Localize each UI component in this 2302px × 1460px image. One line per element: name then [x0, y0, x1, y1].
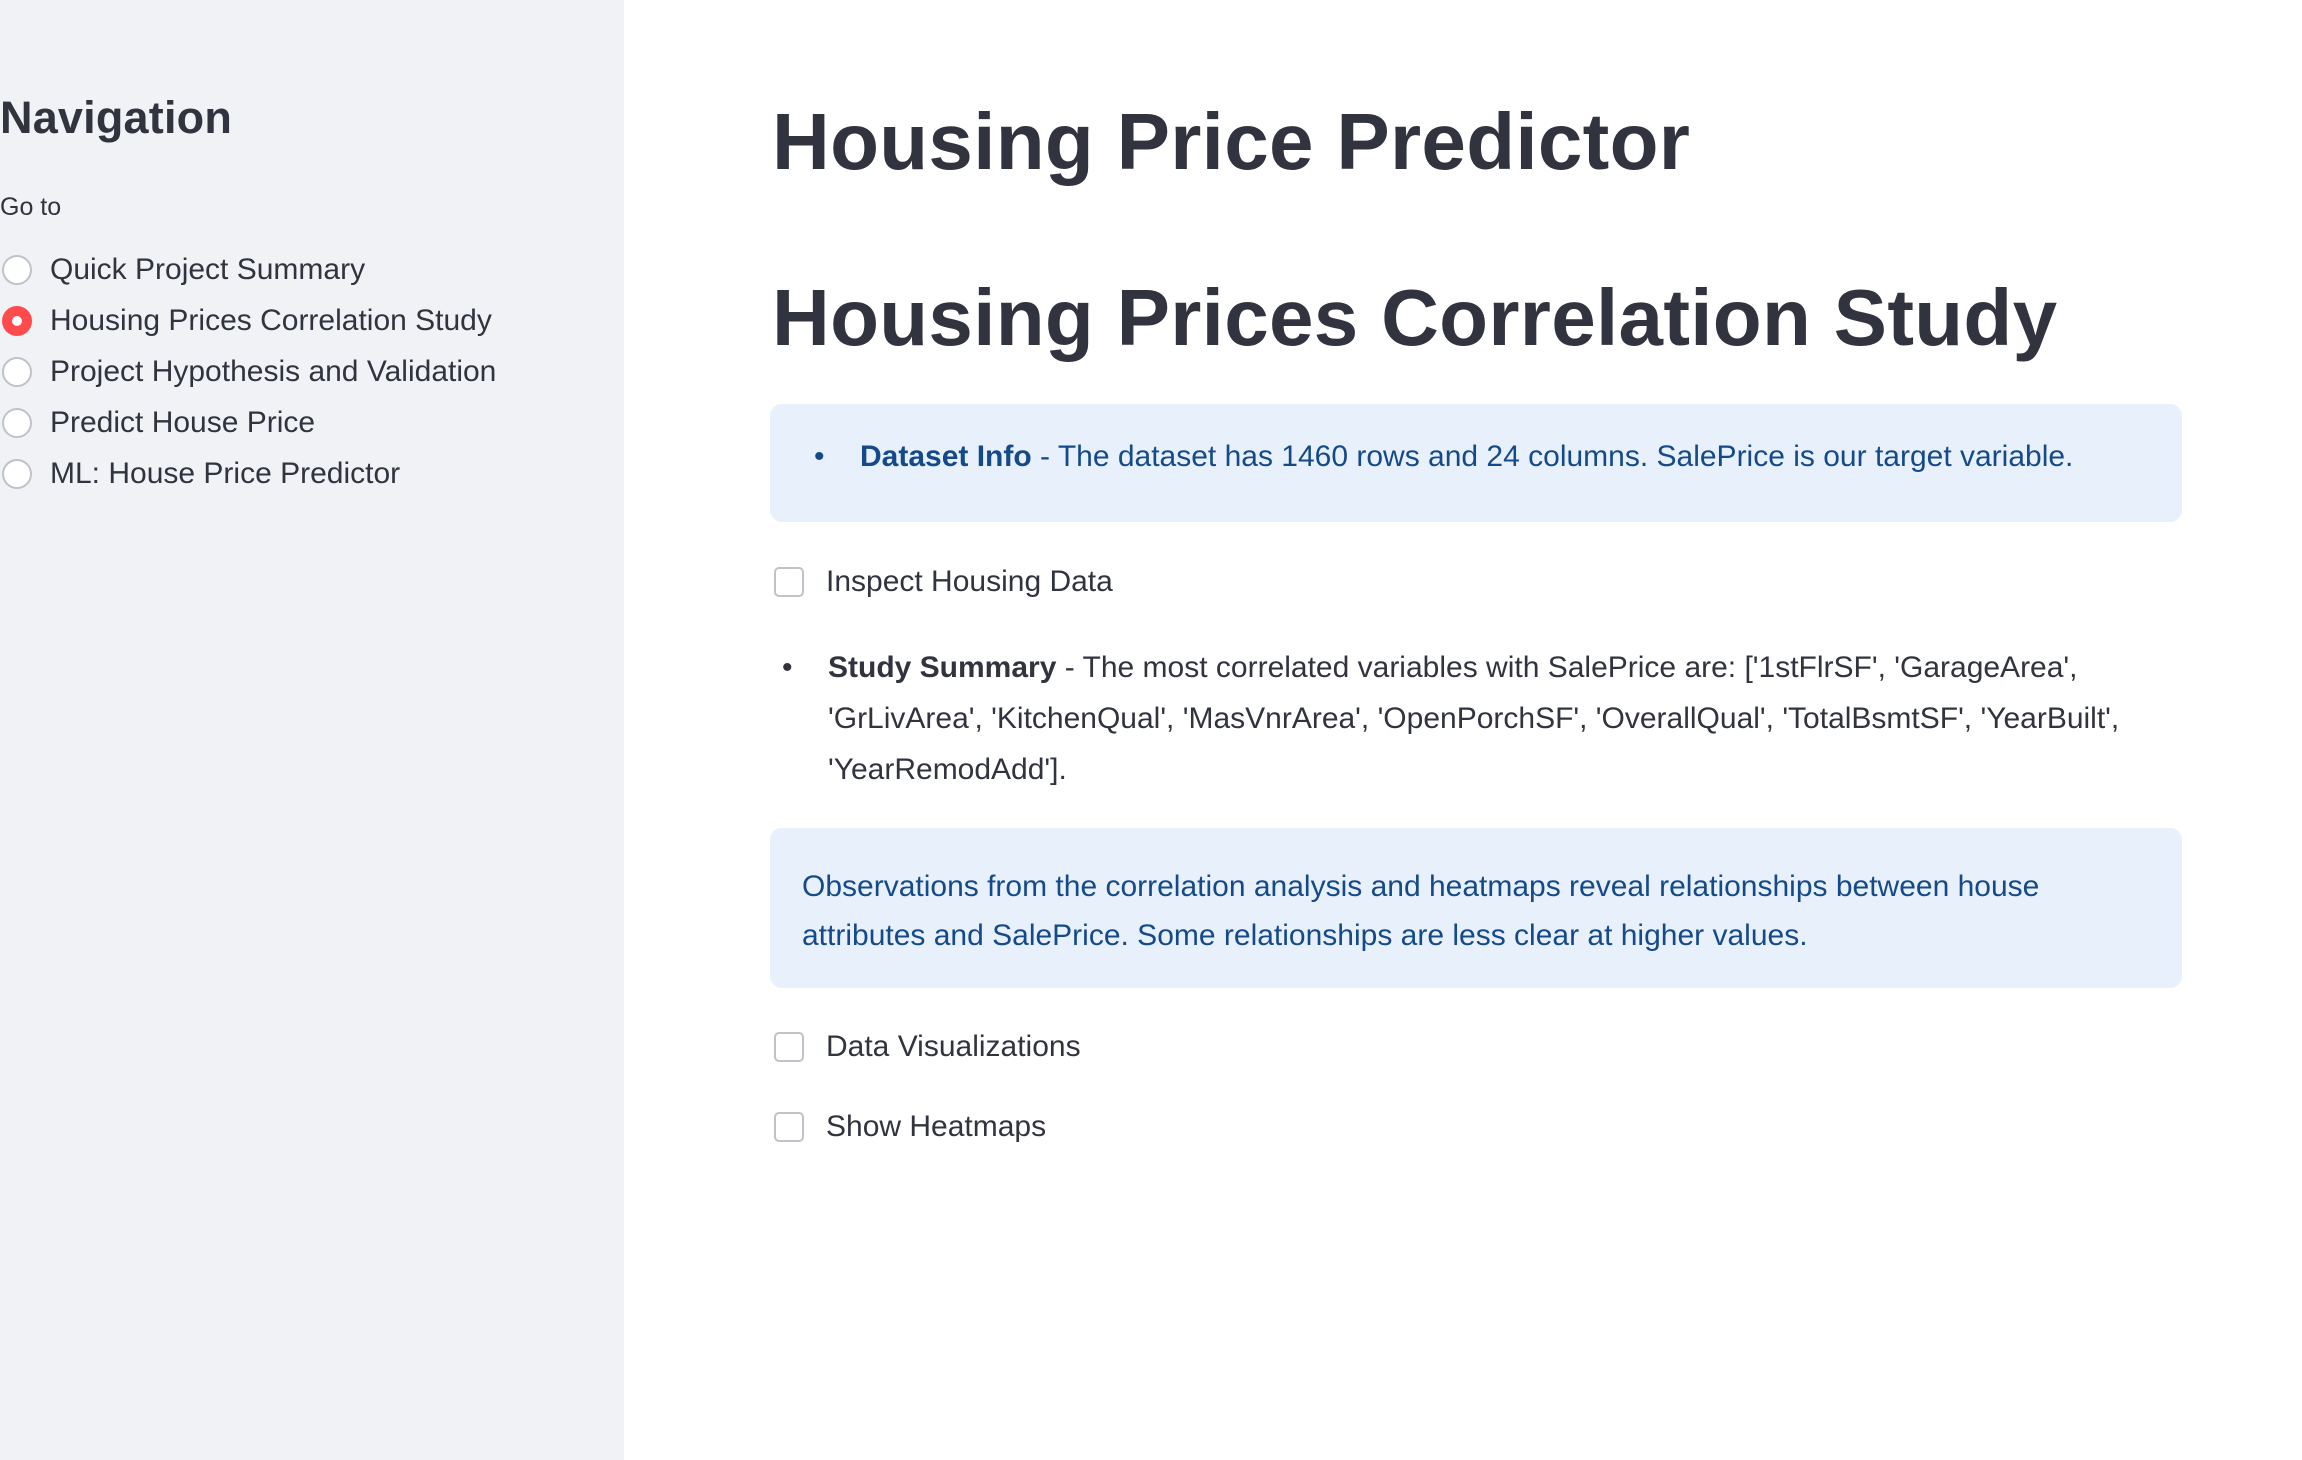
- checkbox-label: Data Visualizations: [826, 1030, 1081, 1063]
- radio-option-label: ML: House Price Predictor: [50, 456, 401, 490]
- checkbox-icon[interactable]: [774, 567, 804, 597]
- radio-option-housing-prices-correlation-study[interactable]: Housing Prices Correlation Study: [0, 295, 496, 346]
- main-content: Housing Price Predictor Housing Prices C…: [624, 0, 2302, 1460]
- checkbox-label: Show Heatmaps: [826, 1110, 1047, 1143]
- dataset-info-box: • Dataset Info - The dataset has 1460 row…: [770, 404, 2182, 522]
- study-summary-text: - The most correlated variables with Sal…: [828, 651, 2120, 786]
- navigation-radio-group: Quick Project Summary Housing Prices Cor…: [0, 244, 496, 499]
- checkbox-label: Inspect Housing Data: [826, 565, 1113, 598]
- sidebar: Navigation Go to Quick Project Summary H…: [0, 0, 624, 1460]
- observations-info-box: Observations from the correlation analys…: [770, 828, 2182, 988]
- show-heatmaps-checkbox[interactable]: Show Heatmaps: [774, 1110, 1046, 1144]
- sidebar-title: Navigation: [0, 92, 233, 143]
- radio-option-project-hypothesis[interactable]: Project Hypothesis and Validation: [0, 346, 496, 397]
- bullet-icon: •: [782, 651, 793, 684]
- page-title: Housing Prices Correlation Study: [772, 273, 2058, 362]
- radio-button-icon[interactable]: [2, 458, 32, 489]
- radio-option-ml-house-price-predictor[interactable]: ML: House Price Predictor: [0, 448, 496, 499]
- dataset-info-label: Dataset Info: [860, 440, 1032, 473]
- inspect-housing-data-checkbox[interactable]: Inspect Housing Data: [774, 565, 1113, 599]
- checkbox-icon[interactable]: [774, 1112, 804, 1142]
- dataset-info-text: - The dataset has 1460 rows and 24 colum…: [1031, 440, 2074, 473]
- radio-group-label: Go to: [0, 193, 62, 221]
- data-visualizations-checkbox[interactable]: Data Visualizations: [774, 1030, 1081, 1064]
- radio-button-icon[interactable]: [2, 407, 32, 438]
- observations-text: Observations from the correlation analys…: [802, 870, 2040, 952]
- radio-button-icon[interactable]: [2, 356, 32, 387]
- app-title: Housing Price Predictor: [772, 97, 1691, 186]
- checkbox-icon[interactable]: [774, 1032, 804, 1062]
- bullet-icon: •: [814, 440, 825, 473]
- study-summary-content: Study Summary - The most correlated vari…: [828, 642, 2194, 795]
- radio-option-predict-house-price[interactable]: Predict House Price: [0, 397, 496, 448]
- radio-option-label: Predict House Price: [50, 405, 316, 439]
- study-summary-label: Study Summary: [828, 651, 1057, 684]
- radio-button-icon[interactable]: [2, 254, 32, 285]
- radio-option-label: Project Hypothesis and Validation: [50, 354, 497, 388]
- radio-option-quick-project-summary[interactable]: Quick Project Summary: [0, 244, 496, 295]
- radio-option-label: Housing Prices Correlation Study: [50, 303, 492, 337]
- radio-option-label: Quick Project Summary: [50, 252, 366, 286]
- study-summary: • Study Summary - The most correlated va…: [774, 642, 2194, 795]
- radio-button-selected-icon[interactable]: [2, 305, 32, 336]
